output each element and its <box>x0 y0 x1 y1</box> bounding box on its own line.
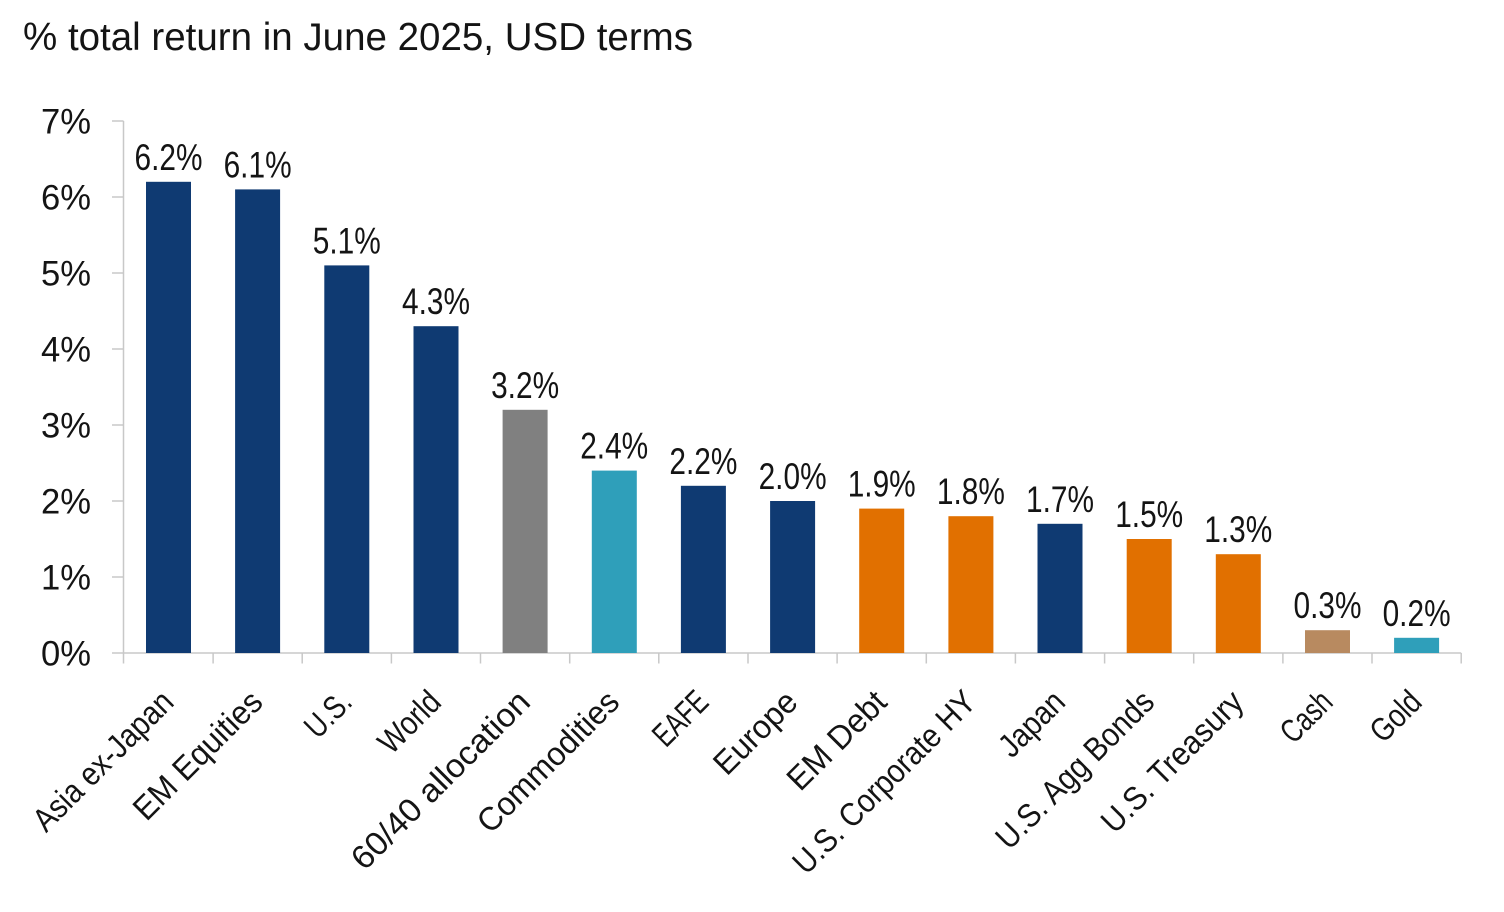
svg-text:4%: 4% <box>41 331 91 370</box>
svg-text:1.7%: 1.7% <box>1026 479 1094 520</box>
svg-text:1%: 1% <box>41 559 91 598</box>
svg-text:2.2%: 2.2% <box>669 441 737 482</box>
svg-text:1.9%: 1.9% <box>848 464 916 505</box>
svg-text:7%: 7% <box>41 103 91 142</box>
svg-text:3%: 3% <box>41 407 91 446</box>
svg-text:0%: 0% <box>41 635 91 674</box>
svg-text:1.5%: 1.5% <box>1115 494 1183 535</box>
svg-text:3.2%: 3.2% <box>491 365 559 406</box>
svg-text:2.4%: 2.4% <box>580 426 648 467</box>
svg-text:4.3%: 4.3% <box>402 281 470 322</box>
svg-text:2.0%: 2.0% <box>759 456 827 497</box>
svg-text:2%: 2% <box>41 483 91 522</box>
svg-text:0.3%: 0.3% <box>1294 585 1362 626</box>
svg-text:0.2%: 0.2% <box>1383 593 1451 634</box>
svg-text:1.8%: 1.8% <box>937 471 1005 512</box>
svg-text:6.2%: 6.2% <box>135 137 203 178</box>
svg-text:5.1%: 5.1% <box>313 220 381 261</box>
svg-text:6%: 6% <box>41 179 91 218</box>
svg-text:5%: 5% <box>41 255 91 294</box>
svg-text:1.3%: 1.3% <box>1204 509 1272 550</box>
svg-text:% total return in June 2025, U: % total return in June 2025, USD terms <box>23 16 693 59</box>
svg-text:6.1%: 6.1% <box>224 144 292 185</box>
